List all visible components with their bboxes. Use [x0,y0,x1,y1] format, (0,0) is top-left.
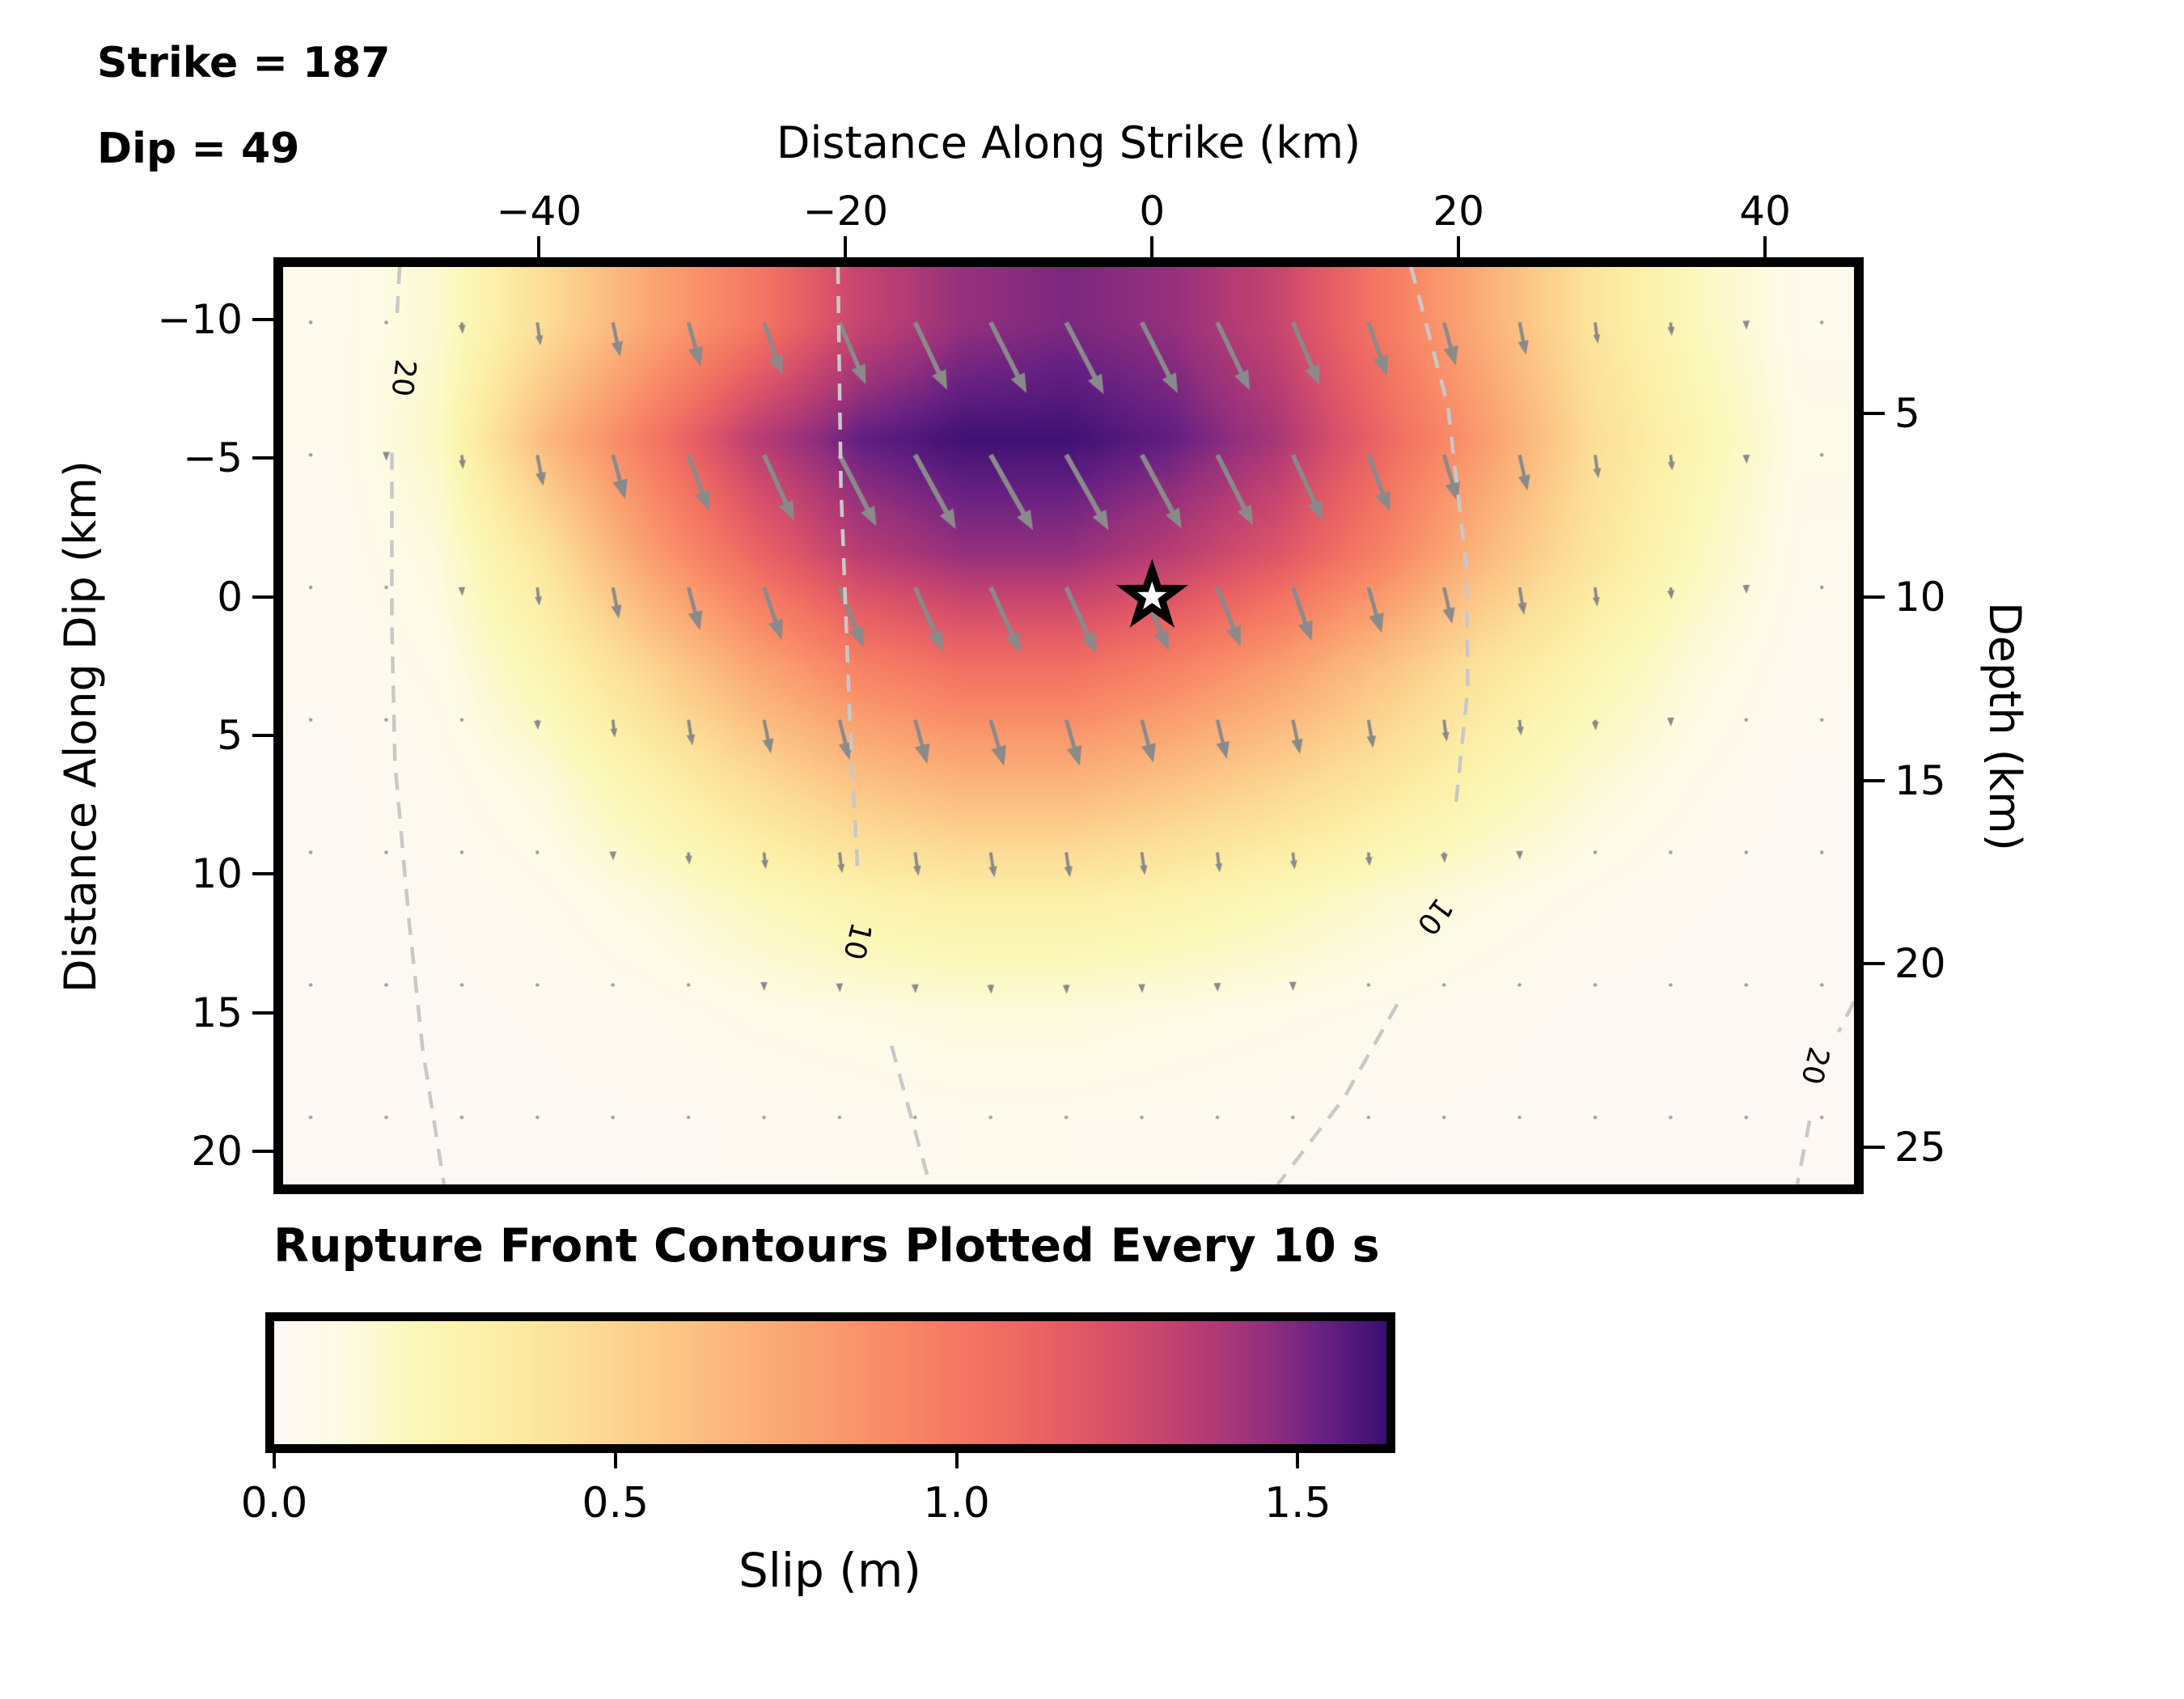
colorbar-tick-label: 0.5 [582,1479,650,1527]
depth-tick [1864,595,1885,599]
dip-tick-label: 20 [191,1127,243,1175]
x-tick [1457,236,1461,257]
x-tick-label: −20 [802,188,889,235]
x-tick-label: 20 [1433,188,1484,235]
x-tick-label: 40 [1739,188,1791,235]
slip-heatmap-canvas [283,267,1854,1184]
dip-tick-label: 5 [217,711,243,759]
colorbar-gradient [274,1321,1386,1444]
depth-tick [1864,411,1885,415]
dip-tick [252,1011,273,1015]
dip-tick-label: 10 [191,850,243,898]
dip-annotation: Dip = 49 [97,125,300,173]
x-tick [1150,236,1154,257]
depth-tick-label: 5 [1894,389,1920,437]
depth-tick-label: 15 [1894,756,1946,804]
x-tick [1763,236,1767,257]
colorbar [265,1312,1395,1453]
x-tick-label: 0 [1139,188,1166,235]
y-axis-title: Distance Along Dip (km) [55,460,106,993]
depth-tick-label: 25 [1894,1124,1946,1172]
x-tick-label: −40 [496,188,582,235]
strike-annotation: Strike = 187 [97,39,391,87]
dip-tick [252,872,273,876]
depth-tick-label: 20 [1894,940,1946,988]
dip-tick-label: 15 [191,989,243,1036]
dip-tick [252,456,273,460]
dip-tick-label: 0 [217,573,243,621]
figure-caption: Rupture Front Contours Plotted Every 10 … [273,1219,1380,1273]
colorbar-tick-label: 1.5 [1263,1479,1331,1527]
dip-tick [252,318,273,322]
x-axis-title: Distance Along Strike (km) [776,117,1361,168]
depth-tick-label: 10 [1894,573,1946,621]
x-tick [844,236,848,257]
dip-tick [252,1149,273,1153]
x-tick [537,236,541,257]
depth-tick [1864,1146,1885,1150]
colorbar-label: Slip (m) [738,1543,922,1598]
dip-tick [252,595,273,599]
depth-axis-title: Depth (km) [1979,602,2030,851]
dip-tick-label: −5 [183,434,243,482]
colorbar-tick-label: 0.0 [240,1479,308,1527]
dip-tick-label: −10 [157,296,243,344]
dip-tick [252,733,273,737]
depth-tick [1864,962,1885,966]
colorbar-tick-label: 1.0 [923,1479,990,1527]
depth-tick [1864,778,1885,782]
